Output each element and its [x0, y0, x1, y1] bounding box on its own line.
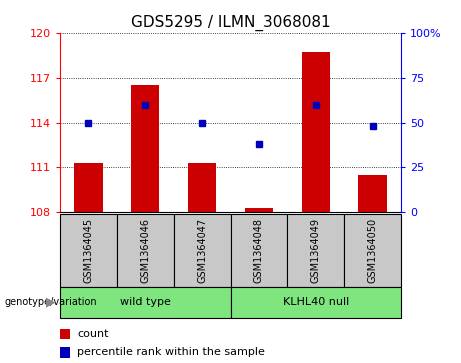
Bar	[131, 85, 160, 212]
Text: GSM1364047: GSM1364047	[197, 218, 207, 283]
Bar	[230, 287, 401, 318]
Bar	[188, 163, 216, 212]
Text: percentile rank within the sample: percentile rank within the sample	[77, 347, 265, 357]
Bar	[287, 214, 344, 287]
Bar	[358, 175, 387, 212]
Bar	[60, 287, 230, 318]
Text: genotype/variation: genotype/variation	[5, 297, 97, 307]
Text: GSM1364045: GSM1364045	[83, 218, 94, 283]
Bar	[344, 214, 401, 287]
Text: GSM1364050: GSM1364050	[367, 218, 378, 283]
Text: wild type: wild type	[120, 297, 171, 307]
Bar	[230, 214, 287, 287]
Bar	[60, 214, 117, 287]
Bar	[174, 214, 230, 287]
Bar	[301, 52, 330, 212]
Text: KLHL40 null: KLHL40 null	[283, 297, 349, 307]
Title: GDS5295 / ILMN_3068081: GDS5295 / ILMN_3068081	[130, 15, 331, 31]
Bar	[60, 347, 70, 358]
Bar	[117, 214, 174, 287]
Bar	[245, 208, 273, 212]
Bar	[74, 163, 102, 212]
Text: ▶: ▶	[46, 296, 55, 309]
Bar	[60, 329, 70, 339]
Text: count: count	[77, 329, 108, 339]
Text: GSM1364046: GSM1364046	[140, 218, 150, 283]
Text: GSM1364048: GSM1364048	[254, 218, 264, 283]
Text: GSM1364049: GSM1364049	[311, 218, 321, 283]
